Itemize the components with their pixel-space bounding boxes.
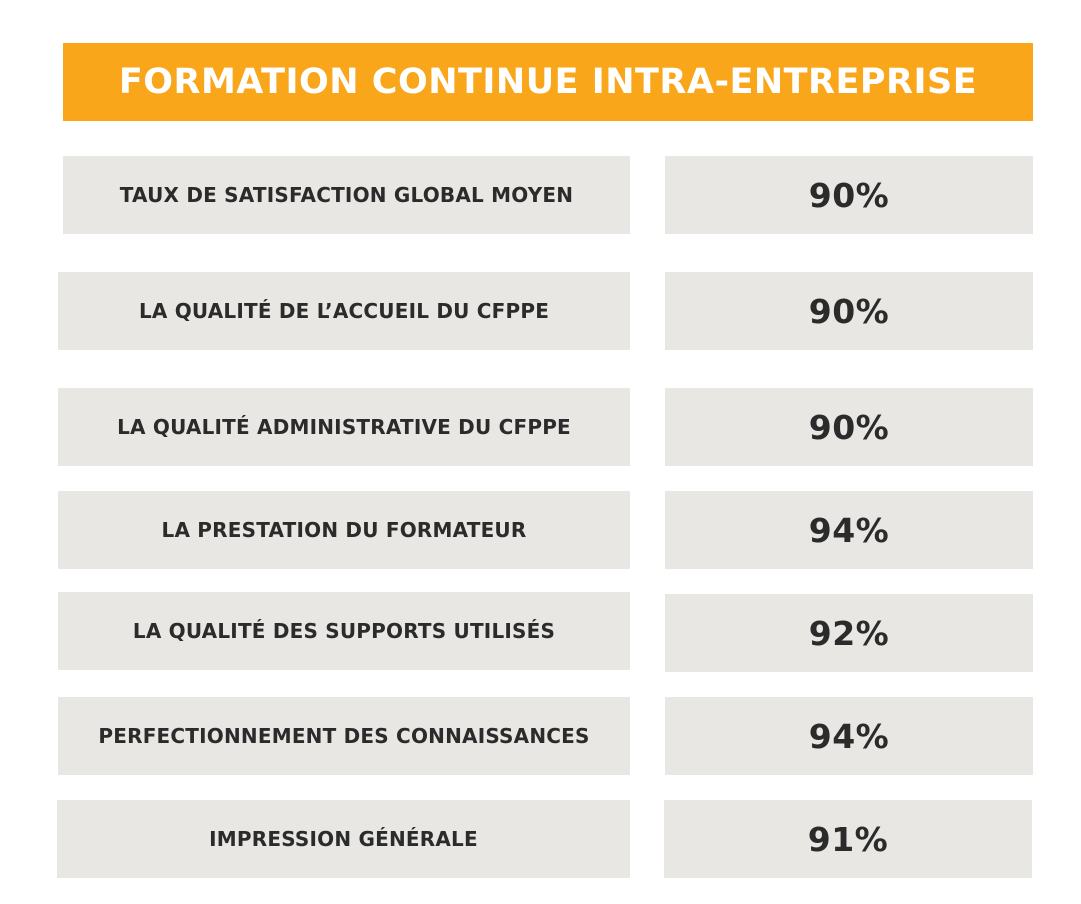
row-label-text: LA QUALITÉ DES SUPPORTS UTILISÉS — [132, 619, 556, 643]
row-value: 92% — [665, 594, 1033, 672]
row-label-text: TAUX DE SATISFACTION GLOBAL MOYEN — [119, 183, 574, 207]
row-label-text: LA QUALITÉ ADMINISTRATIVE DU CFPPE — [117, 415, 571, 439]
row-label: LA QUALITÉ DES SUPPORTS UTILISÉS — [58, 592, 630, 670]
row-value-text: 91% — [807, 819, 889, 859]
row-label-text: LA QUALITÉ DE L’ACCUEIL DU CFPPE — [138, 299, 550, 323]
row-value: 90% — [665, 272, 1033, 350]
row-label: LA PRESTATION DU FORMATEUR — [58, 491, 630, 569]
row-label: PERFECTIONNEMENT DES CONNAISSANCES — [58, 697, 630, 775]
row-value: 91% — [664, 800, 1032, 878]
row-label: LA QUALITÉ DE L’ACCUEIL DU CFPPE — [58, 272, 630, 350]
row-value-text: 90% — [808, 291, 890, 331]
row-value-text: 94% — [808, 716, 890, 756]
row-value: 90% — [665, 388, 1033, 466]
row-value-text: 90% — [808, 175, 890, 215]
row-label-text: PERFECTIONNEMENT DES CONNAISSANCES — [98, 724, 590, 748]
row-label: TAUX DE SATISFACTION GLOBAL MOYEN — [63, 156, 630, 234]
row-value-text: 92% — [808, 613, 890, 653]
title-banner: FORMATION CONTINUE INTRA-ENTREPRISE — [63, 43, 1033, 121]
row-label-text: IMPRESSION GÉNÉRALE — [209, 827, 478, 851]
row-label: IMPRESSION GÉNÉRALE — [57, 800, 630, 878]
row-value-text: 90% — [808, 407, 890, 447]
row-value: 94% — [665, 697, 1033, 775]
page-title: FORMATION CONTINUE INTRA-ENTREPRISE — [118, 62, 978, 102]
row-value: 94% — [665, 491, 1033, 569]
row-label-text: LA PRESTATION DU FORMATEUR — [161, 518, 527, 542]
row-label: LA QUALITÉ ADMINISTRATIVE DU CFPPE — [58, 388, 630, 466]
row-value: 90% — [665, 156, 1033, 234]
row-value-text: 94% — [808, 510, 890, 550]
